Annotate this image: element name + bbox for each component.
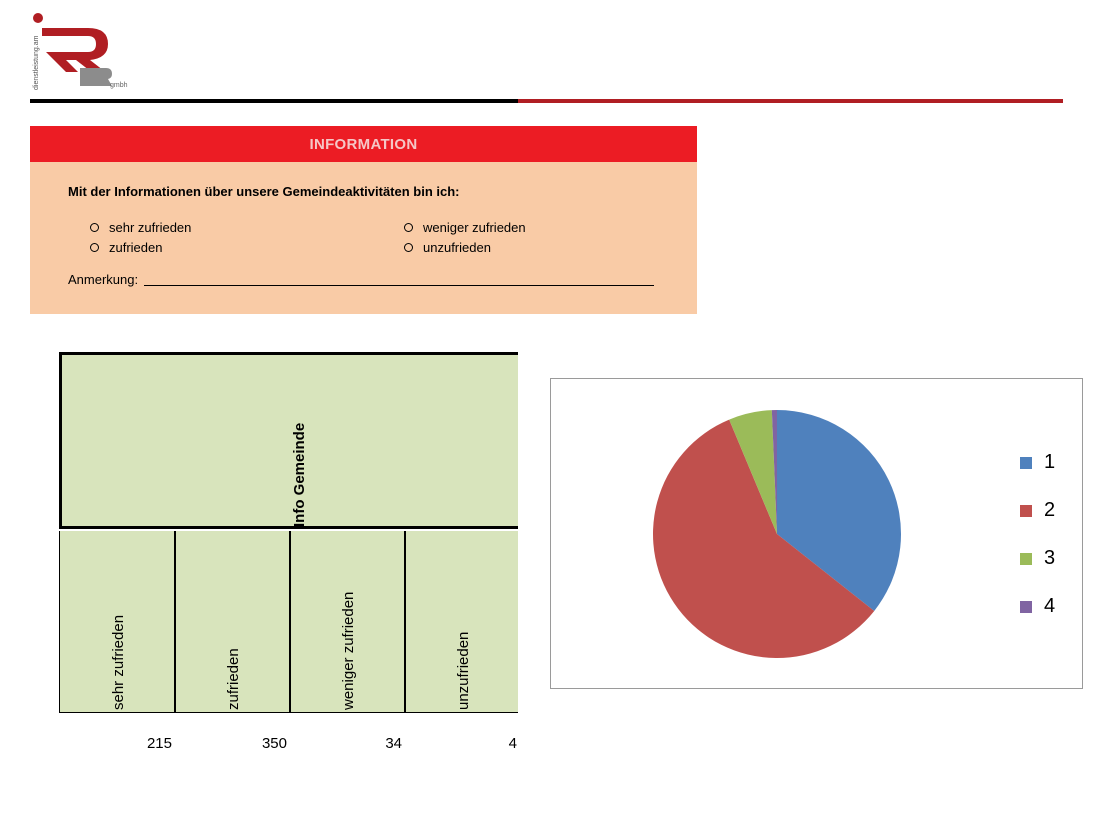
information-question: Mit der Informationen über unsere Gemein… <box>68 184 460 199</box>
legend-swatch <box>1020 552 1032 565</box>
remark-field: Anmerkung: <box>68 272 655 287</box>
radio-circle-icon <box>404 223 413 232</box>
legend-label: 3 <box>1044 547 1056 569</box>
column-label-sehr-zufrieden: sehr zufrieden <box>110 614 127 710</box>
legend-label: 4 <box>1044 595 1056 617</box>
legend-swatch <box>1020 456 1032 469</box>
value-weniger-zufrieden: 34 <box>385 735 402 752</box>
option-zufrieden: zufrieden <box>90 240 162 255</box>
legend-item-3: 3 <box>1020 547 1055 570</box>
information-title: INFORMATION <box>30 126 697 162</box>
table-columns <box>59 531 518 713</box>
remark-line <box>144 285 655 286</box>
option-sehr-zufrieden: sehr zufrieden <box>90 220 191 235</box>
radio-circle-icon <box>90 243 99 252</box>
table-header-cell <box>59 352 518 529</box>
legend-label: 1 <box>1044 451 1056 473</box>
column-divider <box>404 531 406 713</box>
pie-slice-3 <box>729 410 777 534</box>
legend-swatch <box>1020 504 1032 517</box>
header-rule-red <box>518 99 1063 103</box>
legend-item-4: 4 <box>1020 595 1055 618</box>
option-unzufrieden: unzufrieden <box>404 240 491 255</box>
pie-slice-2 <box>652 419 875 658</box>
table-header-label: Info Gemeinde <box>291 422 308 527</box>
information-panel: INFORMATION Mit der Informationen über u… <box>30 126 697 314</box>
header-rule-black <box>30 99 518 103</box>
column-label-weniger-zufrieden: weniger zufrieden <box>340 591 357 710</box>
pie-chart <box>652 410 901 658</box>
option-label: weniger zufrieden <box>423 220 526 235</box>
column-label-unzufrieden: unzufrieden <box>455 631 472 710</box>
column-divider <box>174 531 176 713</box>
svg-text:gmbh: gmbh <box>110 82 128 89</box>
value-zufrieden: 350 <box>261 735 287 752</box>
value-sehr-zufrieden: 215 <box>146 735 172 752</box>
remark-label: Anmerkung: <box>68 272 139 287</box>
legend-swatch <box>1020 600 1032 613</box>
pie-slice-1 <box>777 410 901 611</box>
option-weniger-zufrieden: weniger zufrieden <box>404 220 526 235</box>
legend-item-2: 2 <box>1020 499 1055 522</box>
column-label-zufrieden: zufrieden <box>225 648 242 710</box>
legend-item-1: 1 <box>1020 451 1055 474</box>
radio-circle-icon <box>404 243 413 252</box>
option-label: unzufrieden <box>423 240 491 255</box>
legend-label: 2 <box>1044 499 1056 521</box>
radio-circle-icon <box>90 223 99 232</box>
option-label: zufrieden <box>109 240 163 255</box>
svg-text:dienstleistung.am: dienstleistung.am <box>33 35 40 90</box>
value-unzufrieden: 4 <box>508 735 517 752</box>
option-label: sehr zufrieden <box>109 220 192 235</box>
column-divider <box>289 531 291 713</box>
pie-slice-4 <box>771 410 777 534</box>
company-logo: dienstleistung.am gmbh <box>33 13 128 90</box>
